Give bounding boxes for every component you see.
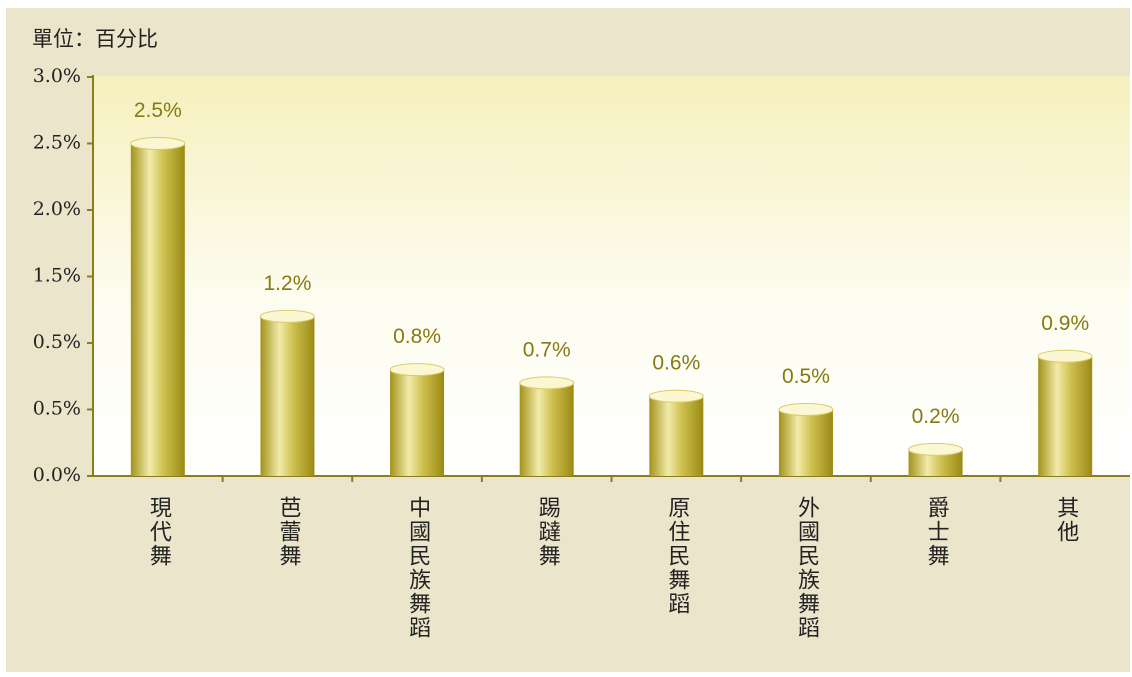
bar-cap [1037,349,1093,363]
bar [778,409,833,476]
unit-label: 單位：百分比 [32,27,158,51]
y-tick-label: 0.5% [33,398,81,420]
bar-cap [130,137,186,150]
value-label: 0.2% [912,405,960,428]
y-tick-label: 0.0% [33,464,81,486]
y-tick-label: 2.5% [33,132,81,154]
bar-cap [389,363,445,377]
plot-area [93,76,1130,476]
value-label: 0.9% [1041,312,1089,335]
bar [390,369,445,476]
bar [519,382,574,476]
x-tick-label: 芭蕾舞 [275,496,301,568]
x-tick-label: 爵士舞 [924,496,950,568]
x-tick-label: 其他 [1053,496,1079,544]
bar [649,396,704,476]
bar-cap [908,442,964,456]
bar [130,143,185,476]
x-tick-label: 中國民族舞蹈 [405,496,431,640]
bar [260,316,315,476]
x-tick-label: 外國民族舞蹈 [794,496,820,640]
bar-cap [259,309,315,323]
y-tick-label: 1.5% [33,265,81,287]
value-label: 0.6% [652,352,700,375]
x-tick-label: 原住民舞蹈 [664,496,690,616]
bar-cap [519,376,575,390]
bar-cap [778,403,834,416]
x-tick-label: 現代舞 [146,496,172,568]
bar [1038,356,1093,476]
value-label: 0.8% [393,325,441,348]
x-tick-label: 踢躂舞 [535,496,561,568]
value-label: 1.2% [264,272,312,295]
value-label: 0.5% [782,365,830,388]
value-label: 2.5% [134,99,182,122]
y-tick-label: 3.0% [33,65,81,87]
y-tick-label: 2.0% [33,198,81,220]
value-label: 0.7% [523,338,571,361]
y-tick-label: 0.5% [33,331,81,353]
bar-cap [648,389,704,403]
